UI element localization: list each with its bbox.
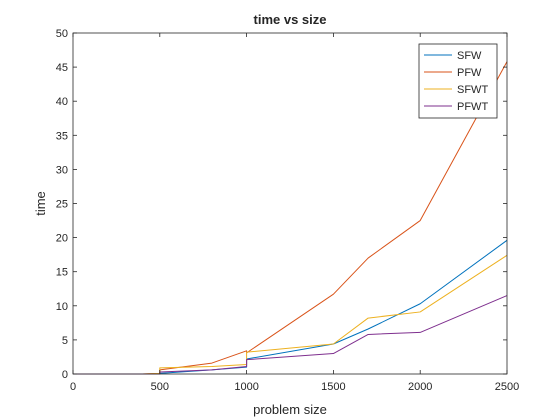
y-tick-label: 40	[56, 96, 68, 108]
legend-label-pfwt: PFWT	[457, 101, 488, 113]
legend-label-sfwt: SFWT	[457, 84, 488, 96]
y-axis-label: time	[33, 191, 48, 216]
x-tick-label: 1500	[321, 381, 345, 393]
y-tick-label: 30	[56, 164, 68, 176]
axes-layer: 0 500 1000 1500 2000 2500 0 5 10 15 20 25 30 35 40 45 50	[56, 28, 519, 393]
legend: SFW PFW SFWT PFWT	[418, 43, 498, 119]
legend-label-pfw: PFW	[457, 67, 482, 79]
y-tick-label: 20	[56, 233, 68, 245]
y-tick-label: 50	[56, 28, 68, 40]
x-tick-label: 1000	[234, 381, 258, 393]
x-tick-label: 2000	[408, 381, 432, 393]
legend-label-sfw: SFW	[457, 50, 482, 62]
y-tick-label: 10	[56, 301, 68, 313]
y-tick-label: 25	[56, 199, 68, 211]
y-tick-label: 0	[62, 369, 68, 381]
y-tick-label: 15	[56, 267, 68, 279]
x-tick-label: 2500	[495, 381, 519, 393]
y-tick-label: 45	[56, 62, 68, 74]
x-axis-label: problem size	[253, 402, 327, 417]
y-tick-label: 35	[56, 130, 68, 142]
x-tick-label: 0	[70, 381, 76, 393]
x-tick-label: 500	[151, 381, 169, 393]
chart-title: time vs size	[254, 12, 327, 27]
y-tick-label: 5	[62, 335, 68, 347]
